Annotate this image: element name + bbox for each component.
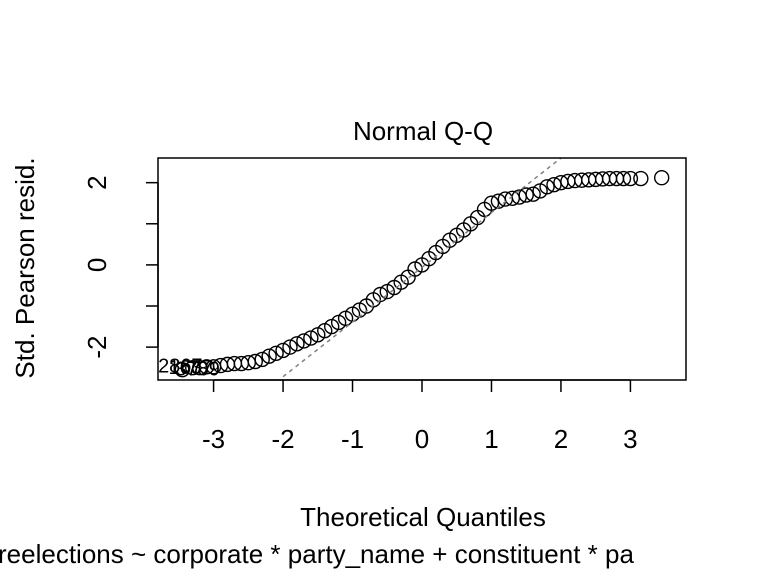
y-axis: -2 0 2 (82, 175, 159, 359)
x-tick-label: 1 (484, 424, 498, 454)
data-point (483, 195, 500, 211)
x-tick-label: 0 (415, 424, 429, 454)
x-tick-label: -1 (341, 424, 364, 454)
data-point (282, 339, 298, 355)
data-point (247, 353, 263, 370)
data-point (622, 170, 639, 187)
data-point (268, 345, 284, 361)
data-point (261, 348, 277, 364)
point-id-label: 2867 (158, 356, 203, 378)
data-point (633, 170, 649, 187)
model-formula: reelections ~ corporate * party_name + c… (0, 539, 634, 569)
data-point (653, 170, 670, 186)
data-point (372, 286, 389, 303)
y-tick-label: 2 (82, 175, 112, 189)
data-point (174, 362, 191, 378)
reference-line (282, 157, 562, 378)
data-point (539, 179, 555, 195)
chart-title: Normal Q-Q (353, 116, 493, 146)
data-point (615, 170, 632, 187)
x-tick-label: 3 (623, 424, 637, 454)
x-axis-label: Theoretical Quantiles (300, 502, 546, 532)
data-point (275, 342, 291, 359)
y-axis-label: Std. Pearson resid. (10, 157, 40, 378)
y-tick-label: 0 (82, 258, 112, 272)
data-point (296, 333, 312, 349)
x-axis: -3 -2 -1 0 1 2 3 (202, 379, 638, 454)
data-point (518, 187, 534, 203)
data-point (303, 330, 319, 346)
data-point (254, 351, 270, 368)
x-tick-label: -3 (202, 424, 225, 454)
data-point (525, 186, 541, 202)
x-tick-label: -2 (271, 424, 294, 454)
point-id-label: 3789 (175, 358, 220, 380)
data-point (289, 336, 305, 352)
point-id-label: 1637 (168, 357, 213, 379)
x-tick-label: 2 (554, 424, 568, 454)
y-tick-label: -2 (82, 336, 112, 359)
data-points (174, 170, 670, 378)
